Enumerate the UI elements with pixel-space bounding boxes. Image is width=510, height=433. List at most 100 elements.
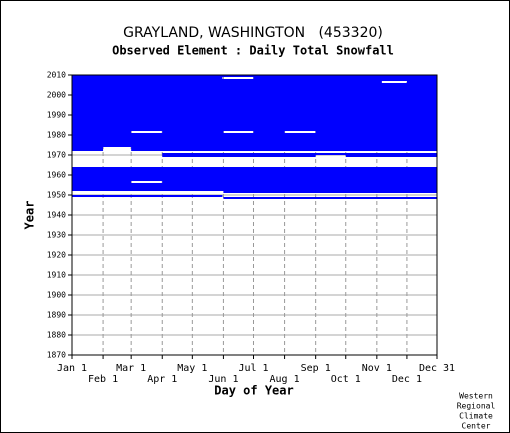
y-tick-label: 1900 [47, 291, 66, 300]
data-segment [72, 95, 437, 97]
data-segment [72, 97, 437, 99]
data-segment [72, 93, 437, 95]
x-tick-label: Jul 1 [238, 363, 268, 374]
y-tick-label: 1980 [47, 131, 66, 140]
x-tick-label: Jun 1 [208, 374, 238, 385]
data-segment [72, 133, 437, 135]
data-segment [72, 143, 437, 145]
x-tick-label: Nov 1 [362, 363, 392, 374]
data-segment [72, 173, 437, 175]
data-segment [72, 111, 437, 113]
data-segment [72, 187, 437, 189]
credit: Center [462, 422, 491, 431]
data-segment [72, 179, 437, 181]
chart-subtitle: Observed Element : Daily Total Snowfall [112, 44, 394, 58]
x-tick-label: Mar 1 [116, 363, 146, 374]
data-segment [223, 197, 437, 199]
data-segment [72, 101, 437, 103]
data-segment [72, 79, 437, 81]
y-tick-label: 1990 [47, 111, 66, 120]
y-tick-label: 1910 [47, 271, 66, 280]
data-segment [72, 175, 437, 177]
data-segment [72, 117, 437, 119]
credit: Western [459, 392, 493, 401]
data-segment [223, 191, 437, 193]
data-segment [72, 147, 104, 149]
y-tick-label: 1890 [47, 311, 66, 320]
x-tick-label: Dec 31 [419, 363, 455, 374]
data-segment [72, 139, 437, 141]
y-tick-label: 1930 [47, 231, 66, 240]
data-segment [72, 149, 104, 151]
data-segment [72, 75, 437, 77]
data-segment [131, 149, 437, 151]
data-segment [72, 87, 437, 89]
data-segment [72, 189, 437, 191]
y-tick-label: 1940 [47, 211, 66, 220]
data-segment [72, 77, 223, 79]
data-segment [72, 131, 132, 133]
x-tick-label: Jan 1 [57, 363, 87, 374]
data-segment [72, 183, 437, 185]
data-segment [72, 125, 437, 127]
x-axis-label: Day of Year [214, 384, 293, 398]
y-tick-label: 1880 [47, 331, 66, 340]
data-segment [72, 89, 437, 91]
data-segment [72, 135, 437, 137]
data-segment [72, 105, 437, 107]
data-segment [72, 185, 437, 187]
data-segment [72, 83, 437, 85]
data-segment [72, 115, 437, 117]
data-segment [72, 141, 437, 143]
data-segment [72, 195, 223, 197]
credit: Regional [457, 402, 496, 411]
data-segment [72, 103, 437, 105]
data-segment [72, 119, 437, 121]
data-segment [72, 169, 437, 171]
data-segment [72, 129, 437, 131]
data-segment [162, 181, 437, 183]
data-segment [72, 167, 437, 169]
data-segment [406, 81, 437, 83]
data-segment [72, 145, 437, 147]
x-tick-label: Oct 1 [331, 374, 361, 385]
data-segment [72, 107, 437, 109]
data-segment [315, 131, 437, 133]
data-segment [72, 181, 132, 183]
data-segment [345, 155, 437, 157]
credit: Climate [459, 412, 493, 421]
y-tick-label: 1920 [47, 251, 66, 260]
data-segment [162, 155, 316, 157]
y-tick-label: 1870 [47, 351, 66, 360]
y-axis-label: Year [23, 201, 37, 230]
data-segment [131, 147, 437, 149]
data-segment [72, 81, 382, 83]
x-tick-label: Sep 1 [301, 363, 331, 374]
y-tick-label: 1950 [47, 191, 66, 200]
data-segment [253, 77, 437, 79]
data-segment [72, 85, 437, 87]
data-segment [72, 171, 437, 173]
data-segment [72, 123, 437, 125]
data-segment [72, 113, 437, 115]
data-segment [162, 153, 437, 155]
x-tick-label: Apr 1 [147, 374, 177, 385]
x-tick-label: Dec 1 [392, 374, 422, 385]
y-tick-label: 1970 [47, 151, 66, 160]
data-segment [72, 177, 437, 179]
data-segment [72, 109, 437, 111]
chart-title: GRAYLAND, WASHINGTON (453320) [123, 25, 383, 41]
data-segment [162, 131, 224, 133]
data-segment [72, 137, 437, 139]
data-segment [72, 121, 437, 123]
x-tick-label: Aug 1 [270, 374, 300, 385]
x-tick-label: Feb 1 [88, 374, 118, 385]
y-tick-label: 1960 [47, 171, 66, 180]
y-tick-label: 2000 [47, 91, 66, 100]
x-tick-label: May 1 [177, 363, 207, 374]
data-segment [72, 99, 437, 101]
y-tick-label: 2010 [47, 71, 66, 80]
data-segment [72, 91, 437, 93]
